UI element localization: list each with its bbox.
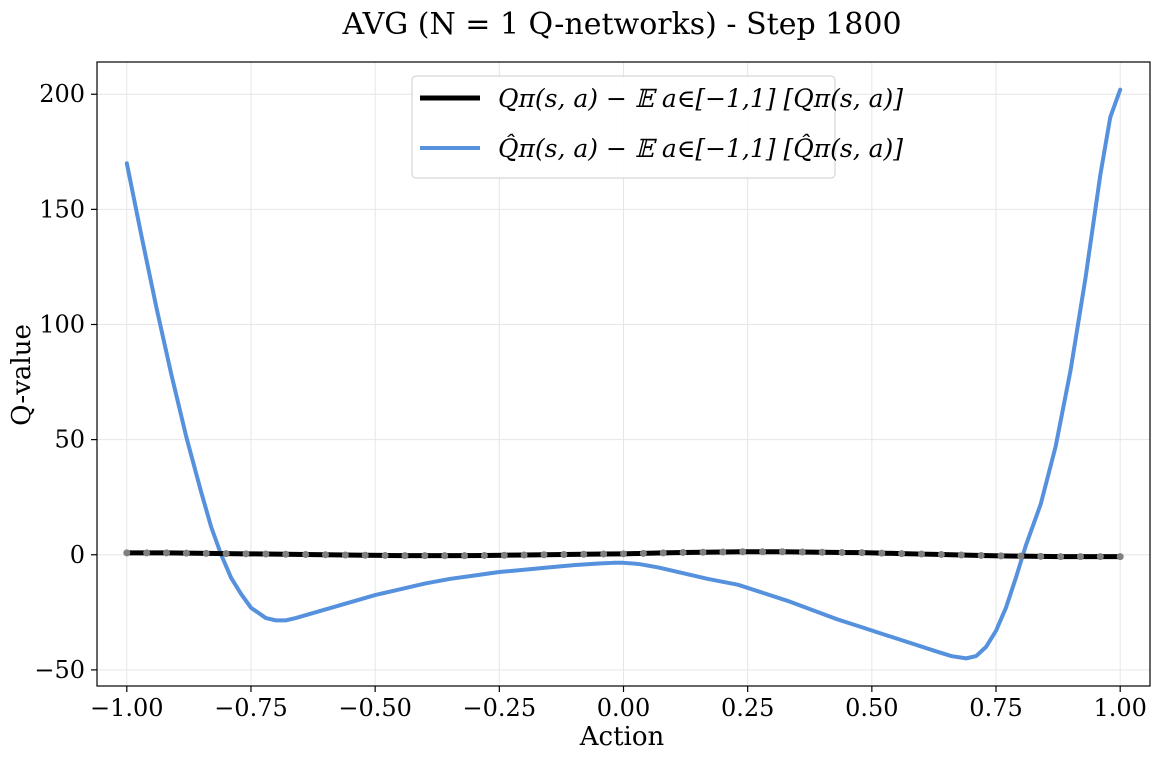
y-tick-label: 200: [39, 80, 85, 108]
data-point-true-q: [143, 549, 151, 557]
data-point-true-q: [600, 550, 608, 558]
data-point-true-q: [182, 549, 190, 557]
data-point-true-q: [699, 548, 707, 556]
x-tick-label: −0.25: [463, 694, 537, 722]
data-point-true-q: [858, 549, 866, 557]
data-point-true-q: [302, 551, 310, 559]
y-tick-label: 150: [39, 195, 85, 223]
data-point-true-q: [202, 549, 210, 557]
data-point-true-q: [540, 551, 548, 559]
data-point-true-q: [838, 548, 846, 556]
x-tick-label: 1.00: [1093, 694, 1146, 722]
x-tick-label: 0.00: [597, 694, 650, 722]
data-point-true-q: [759, 548, 767, 556]
data-point-true-q: [1017, 552, 1025, 560]
data-point-true-q: [957, 551, 965, 559]
x-tick-label: −0.50: [338, 694, 412, 722]
y-tick-label: −50: [34, 656, 85, 684]
data-point-true-q: [798, 548, 806, 556]
y-axis-ticks: −50 0 50 100 150 200: [34, 80, 97, 684]
data-point-true-q: [441, 552, 449, 560]
data-point-true-q: [321, 551, 329, 559]
y-tick-label: 0: [70, 541, 85, 569]
x-tick-label: −0.75: [214, 694, 288, 722]
y-tick-label: 50: [54, 426, 85, 454]
data-point-true-q: [639, 549, 647, 557]
data-point-true-q: [997, 552, 1005, 560]
y-axis-label: Q-value: [7, 324, 37, 426]
x-axis-label: Action: [579, 722, 665, 752]
data-point-true-q: [461, 552, 469, 560]
y-tick-label: 100: [39, 310, 85, 338]
data-point-true-q: [580, 550, 588, 558]
x-tick-label: −1.00: [90, 694, 164, 722]
legend: Qπ(s, a) − 𝔼 a∈[−1,1] [Qπ(s, a)] Q̂π(s, …: [411, 75, 903, 179]
data-point-true-q: [679, 548, 687, 556]
x-tick-label: 0.75: [969, 694, 1022, 722]
data-point-true-q: [620, 550, 627, 558]
series-line-estimated-q: [124, 87, 1123, 661]
data-point-true-q: [163, 549, 171, 557]
data-point-true-q: [520, 551, 528, 559]
data-point-true-q: [222, 550, 230, 558]
data-point-true-q: [977, 551, 985, 559]
x-axis-ticks: −1.00 −0.75 −0.50 −0.25 0.00 0.25 0.50 0.75 1.00: [90, 686, 1147, 722]
data-point-true-q: [878, 549, 886, 557]
data-point-true-q: [1037, 552, 1045, 560]
x-tick-label: 0.50: [845, 694, 898, 722]
data-point-true-q: [480, 551, 488, 559]
data-point-true-q: [282, 550, 290, 558]
chart-title: AVG (N = 1 Q-networks) - Step 1800: [341, 7, 901, 42]
legend-label-estimated-q: Q̂π(s, a) − 𝔼 a∈[−1,1] [Q̂π(s, a)]: [498, 134, 903, 163]
data-point-true-q: [421, 552, 429, 560]
data-point-true-q: [918, 550, 926, 558]
data-point-true-q: [341, 551, 349, 559]
data-point-true-q: [1057, 553, 1065, 561]
data-point-true-q: [560, 551, 568, 559]
data-point-true-q: [262, 550, 270, 558]
data-point-true-q: [659, 549, 667, 557]
x-tick-label: 0.25: [721, 694, 774, 722]
legend-box: [411, 75, 836, 179]
data-point-true-q: [818, 548, 826, 556]
data-point-true-q: [1076, 553, 1084, 561]
data-point-true-q: [937, 551, 945, 559]
data-point-true-q: [381, 551, 389, 559]
data-point-true-q: [1096, 553, 1104, 561]
data-point-true-q: [778, 548, 786, 556]
data-point-true-q: [1116, 553, 1124, 561]
data-point-true-q: [739, 548, 747, 556]
data-point-true-q: [719, 548, 727, 556]
data-point-true-q: [123, 549, 131, 557]
data-point-true-q: [242, 550, 250, 558]
data-point-true-q: [401, 552, 409, 560]
data-point-true-q: [898, 550, 906, 558]
data-point-true-q: [361, 551, 369, 559]
data-point-true-q: [500, 551, 508, 559]
legend-label-true-q: Qπ(s, a) − 𝔼 a∈[−1,1] [Qπ(s, a)]: [498, 84, 903, 113]
plot-lines: [123, 87, 1124, 661]
